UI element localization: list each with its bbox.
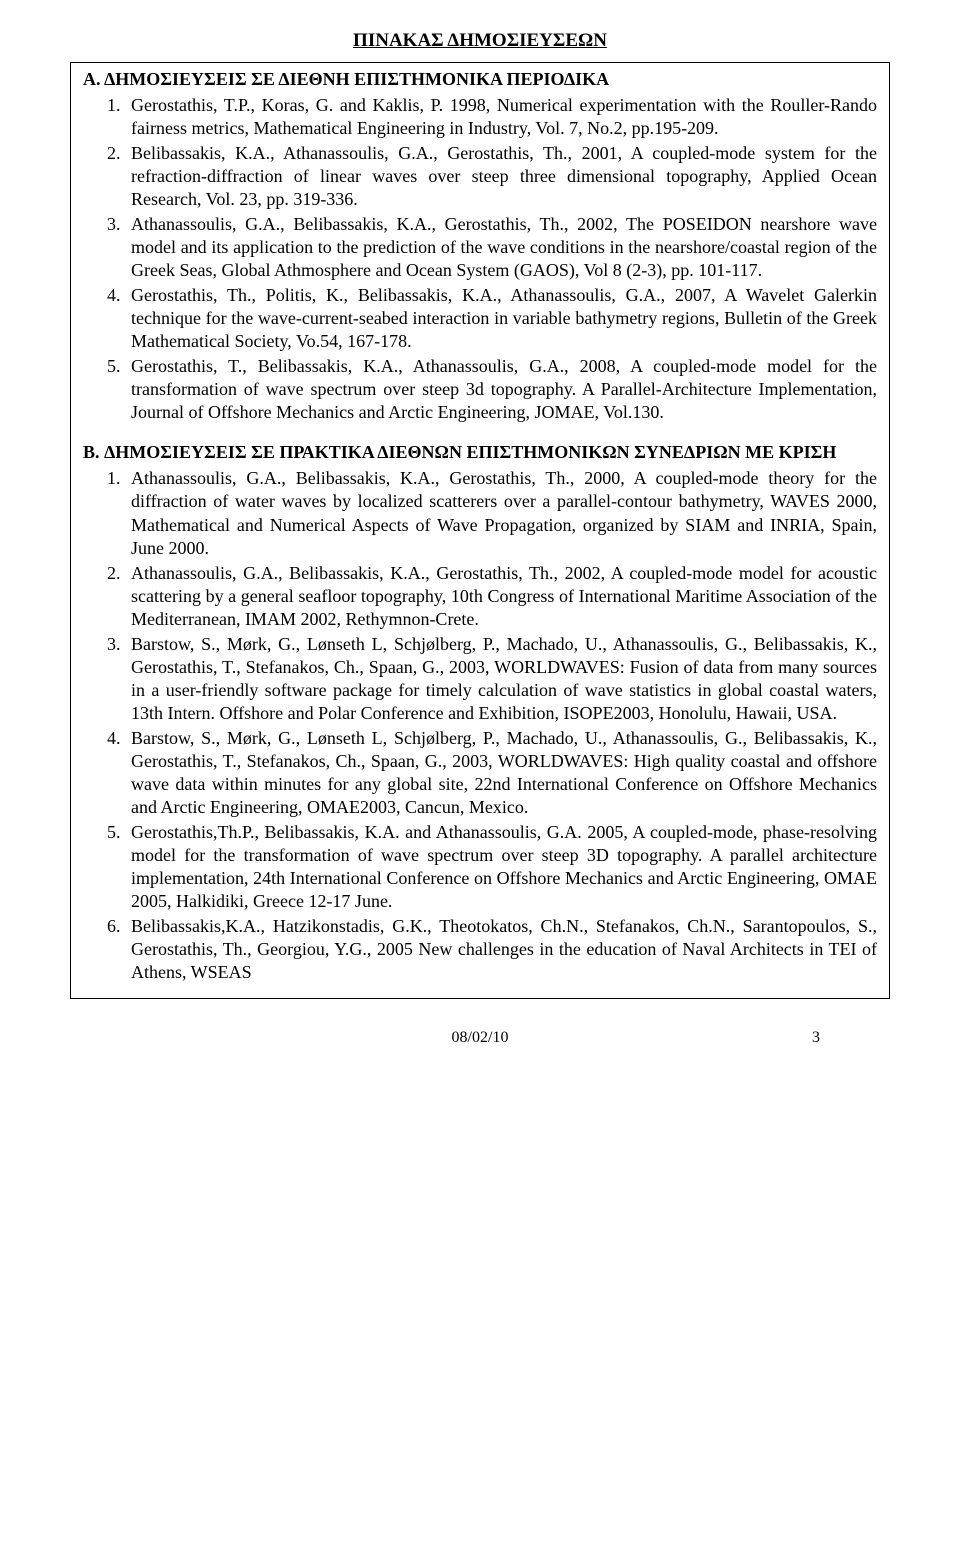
section-b-list: Athanassoulis, G.A., Belibassakis, K.A.,…	[83, 467, 877, 984]
list-item: Belibassakis,K.A., Hatzikonstadis, G.K.,…	[125, 915, 877, 984]
section-b-heading: B. ΔΗΜΟΣΙΕΥΣΕΙΣ ΣΕ ΠΡΑΚΤΙΚΑ ΔΙΕΘΝΩΝ ΕΠΙΣ…	[83, 442, 877, 463]
section-a-list: Gerostathis, T.P., Koras, G. and Kaklis,…	[83, 94, 877, 424]
list-item: Gerostathis, T., Belibassakis, K.A., Ath…	[125, 355, 877, 424]
section-a-heading: Α. ΔΗΜΟΣΙΕΥΣΕΙΣ ΣΕ ΔΙΕΘΝΗ ΕΠΙΣΤΗΜΟΝΙΚΑ Π…	[83, 69, 877, 90]
list-item: Athanassoulis, G.A., Belibassakis, K.A.,…	[125, 467, 877, 559]
list-item: Barstow, S., Mørk, G., Lønseth L, Schjøl…	[125, 727, 877, 819]
list-item: Athanassoulis, G.A., Belibassakis, K.A.,…	[125, 562, 877, 631]
list-item: Belibassakis, K.A., Athanassoulis, G.A.,…	[125, 142, 877, 211]
document-page: ΠΙΝΑΚΑΣ ΔΗΜΟΣΙΕΥΣΕΩΝ Α. ΔΗΜΟΣΙΕΥΣΕΙΣ ΣΕ …	[0, 0, 960, 1077]
footer-page-number: 3	[812, 1029, 820, 1047]
list-item: Gerostathis, Th., Politis, K., Belibassa…	[125, 284, 877, 353]
list-item: Barstow, S., Mørk, G., Lønseth L, Schjøl…	[125, 633, 877, 725]
footer-date: 08/02/10	[452, 1029, 509, 1046]
list-item: Athanassoulis, G.A., Belibassakis, K.A.,…	[125, 213, 877, 282]
content-box: Α. ΔΗΜΟΣΙΕΥΣΕΙΣ ΣΕ ΔΙΕΘΝΗ ΕΠΙΣΤΗΜΟΝΙΚΑ Π…	[70, 62, 890, 999]
footer: 08/02/10 3	[70, 1029, 890, 1047]
list-item: Gerostathis,Th.P., Belibassakis, K.A. an…	[125, 821, 877, 913]
main-title: ΠΙΝΑΚΑΣ ΔΗΜΟΣΙΕΥΣΕΩΝ	[70, 30, 890, 52]
list-item: Gerostathis, T.P., Koras, G. and Kaklis,…	[125, 94, 877, 140]
